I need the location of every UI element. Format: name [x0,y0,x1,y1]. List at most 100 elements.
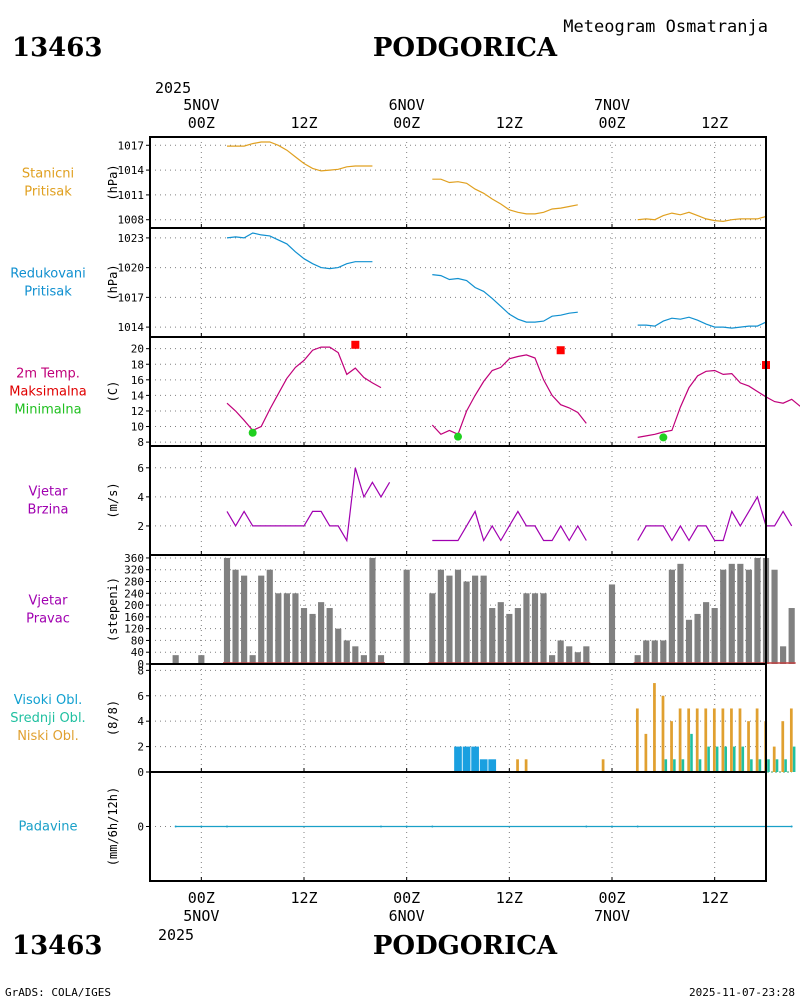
wind-direction-bar [523,593,530,664]
y-tick-label: 0 [137,821,144,834]
y-tick-label: 8 [137,664,144,677]
wind-direction-bar [343,640,350,664]
tmax-marker [556,346,565,355]
y-tick-label: 280 [124,576,144,589]
y-tick-label: 40 [131,646,144,659]
station-name-top: PODGORICA [373,33,558,63]
precip-point [636,825,639,828]
top-hour-label: 00Z [598,114,625,132]
top-hour-label: 12Z [496,114,523,132]
wind-direction-bar [780,646,787,664]
panel-frame [149,771,767,882]
y-tick-label: 20 [131,343,144,356]
wind-direction-bar [754,557,761,664]
series-line-station-pressure [227,141,373,172]
y-tick-label: 240 [124,587,144,600]
cloud-mid-bar [758,759,762,772]
series-line-wind-speed [226,467,391,543]
cloud-low-bar [738,708,742,772]
y-tick-label: 18 [131,358,144,371]
tmin-marker [454,432,462,441]
y-tick-label: 2 [137,520,144,533]
wind-direction-bar [531,593,539,664]
wind-direction-bar [720,569,727,664]
top-day-label: 5NOV [183,96,219,114]
panel-label-line: Redukovani [10,267,85,282]
top-day-label: 7NOV [594,96,630,114]
bottom-year-label: 2025 [158,926,194,944]
cloud-high-bar [454,746,462,772]
bottom-day-label: 7NOV [594,907,630,925]
chart-subtitle: Meteogram Osmatranja [563,17,768,37]
cloud-low-bar [635,708,639,772]
tmin-marker [659,433,668,442]
panel-label-line: Srednji Obl. [10,711,85,726]
y-axis-unit-label: (m/s) [106,482,120,518]
panel-label-line: Brzina [28,503,69,518]
precip-point [380,825,382,828]
wind-direction-bar [258,575,265,664]
y-tick-label: 120 [124,623,144,636]
cloud-mid-bar [690,733,693,772]
panel-label-line: Vjetar [29,485,69,500]
series-line-station-pressure [432,178,578,215]
wind-direction-bar [318,602,325,664]
series-line-wind-speed [432,509,587,543]
panel-frame [149,227,767,338]
wind-direction-bar [583,646,590,664]
series-line-reduced-pressure [637,316,767,329]
wind-direction-bar [283,593,290,664]
y-tick-label: 160 [124,611,144,624]
cloud-mid-bar [724,746,727,772]
cloud-low-bar [670,721,673,772]
wind-direction-bar [352,646,359,664]
wind-direction-bar [745,569,752,664]
station-id-top: 13463 [12,33,102,63]
wind-direction-bar [292,593,299,664]
precip-point [405,825,408,828]
wind-direction-bar [300,608,308,664]
wind-direction-bar [463,581,470,664]
cloud-mid-bar [784,759,787,772]
panel-label-line: Maksimalna [9,385,87,400]
panel-frame [149,136,767,229]
series-line-reduced-pressure [432,274,578,323]
y-axis-unit-label: (C) [106,381,120,403]
bottom-day-label: 6NOV [389,907,425,925]
y-axis-unit-label: (8/8) [106,700,120,736]
precip-point [431,825,434,828]
panel-label-line: Minimalna [14,403,81,418]
panel-reduced-pressure: 1014 1017 1020 1023 (hPa) Redukovani Pritisak [10,227,767,338]
wind-direction-bar [223,557,231,664]
wind-direction-bar [172,655,179,664]
y-tick-label: 1008 [118,214,145,227]
cloud-mid-bar [707,746,710,772]
y-tick-label: 320 [124,564,144,577]
wind-direction-bar [497,602,504,664]
top-year-label: 2025 [155,79,191,97]
y-axis-unit-label: (mm/6h/12h) [106,787,120,866]
cloud-mid-bar [775,759,779,772]
cloud-low-bar [687,708,691,772]
cloud-mid-bar [750,759,753,772]
wind-direction-bar [788,608,795,664]
wind-direction-bar [369,557,376,664]
y-tick-label: 80 [131,634,144,647]
wind-direction-bar [198,655,205,664]
cloud-high-bar [462,746,471,772]
bottom-hour-label: 12Z [496,889,523,907]
y-tick-label: 4 [137,715,144,728]
wind-direction-bar [549,655,556,664]
y-tick-label: 2 [137,741,144,754]
y-tick-label: 4 [137,491,144,504]
wind-direction-bar [241,575,248,664]
top-time-axis: 2025 00Z 12Z 00Z 12Z 00Z 12Z 5NOV 6NOV 7NOV [155,79,728,132]
grads-credit: GrADS: COLA/IGES [5,986,111,999]
tmin-marker [248,428,257,437]
cloud-low-bar [524,759,528,772]
cloud-low-bar [678,708,682,772]
cloud-low-bar [704,708,708,772]
wind-direction-bar [506,613,513,664]
wind-direction-bar [403,569,410,664]
precip-point [200,825,203,828]
